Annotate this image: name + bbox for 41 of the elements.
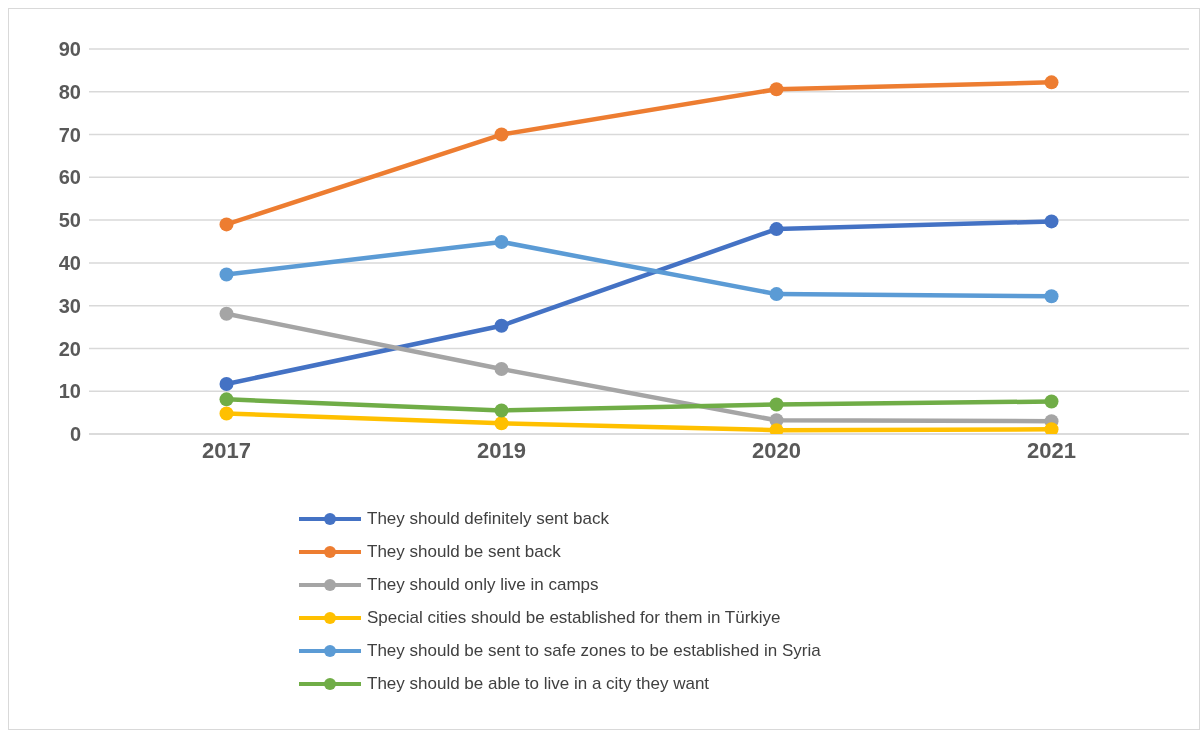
point <box>1044 394 1059 409</box>
point <box>769 222 784 237</box>
point <box>219 406 234 421</box>
y-tick-label: 30 <box>58 294 81 317</box>
x-tick-label: 2020 <box>752 437 801 463</box>
point <box>219 392 234 407</box>
point <box>1044 289 1059 304</box>
point <box>494 361 509 376</box>
point <box>769 397 784 412</box>
legend-label: They should definitely sent back <box>367 509 609 529</box>
legend-label: They should be sent back <box>367 542 561 562</box>
point <box>219 376 234 391</box>
y-tick-label: 40 <box>58 251 81 274</box>
point <box>494 127 509 142</box>
legend-label: They should only live in camps <box>367 575 599 595</box>
point <box>769 82 784 97</box>
point <box>219 267 234 282</box>
legend-label: They should be sent to safe zones to be established in Syria <box>367 641 821 661</box>
point <box>494 416 509 431</box>
y-tick-label: 10 <box>58 380 81 403</box>
legend-label: They should be able to live in a city they want <box>367 674 710 694</box>
y-tick-label: 80 <box>58 80 81 103</box>
x-tick-label: 2021 <box>1027 437 1076 463</box>
y-tick-label: 70 <box>58 123 81 146</box>
x-tick-label: 2019 <box>477 437 526 463</box>
point <box>494 234 509 249</box>
point <box>494 403 509 418</box>
y-tick-label: 50 <box>58 209 81 232</box>
point <box>494 318 509 333</box>
point <box>219 306 234 321</box>
point <box>1044 422 1059 434</box>
y-tick-label: 60 <box>58 166 81 189</box>
y-tick-label: 20 <box>58 337 81 360</box>
point <box>769 287 784 302</box>
y-tick-label: 90 <box>58 38 81 61</box>
x-tick-label: 2017 <box>202 437 251 463</box>
legend-label: Special cities should be established for them in Türkiye <box>367 608 781 628</box>
y-tick-label: 0 <box>69 423 81 446</box>
point <box>219 217 234 232</box>
point <box>1044 214 1059 229</box>
point <box>1044 75 1059 90</box>
